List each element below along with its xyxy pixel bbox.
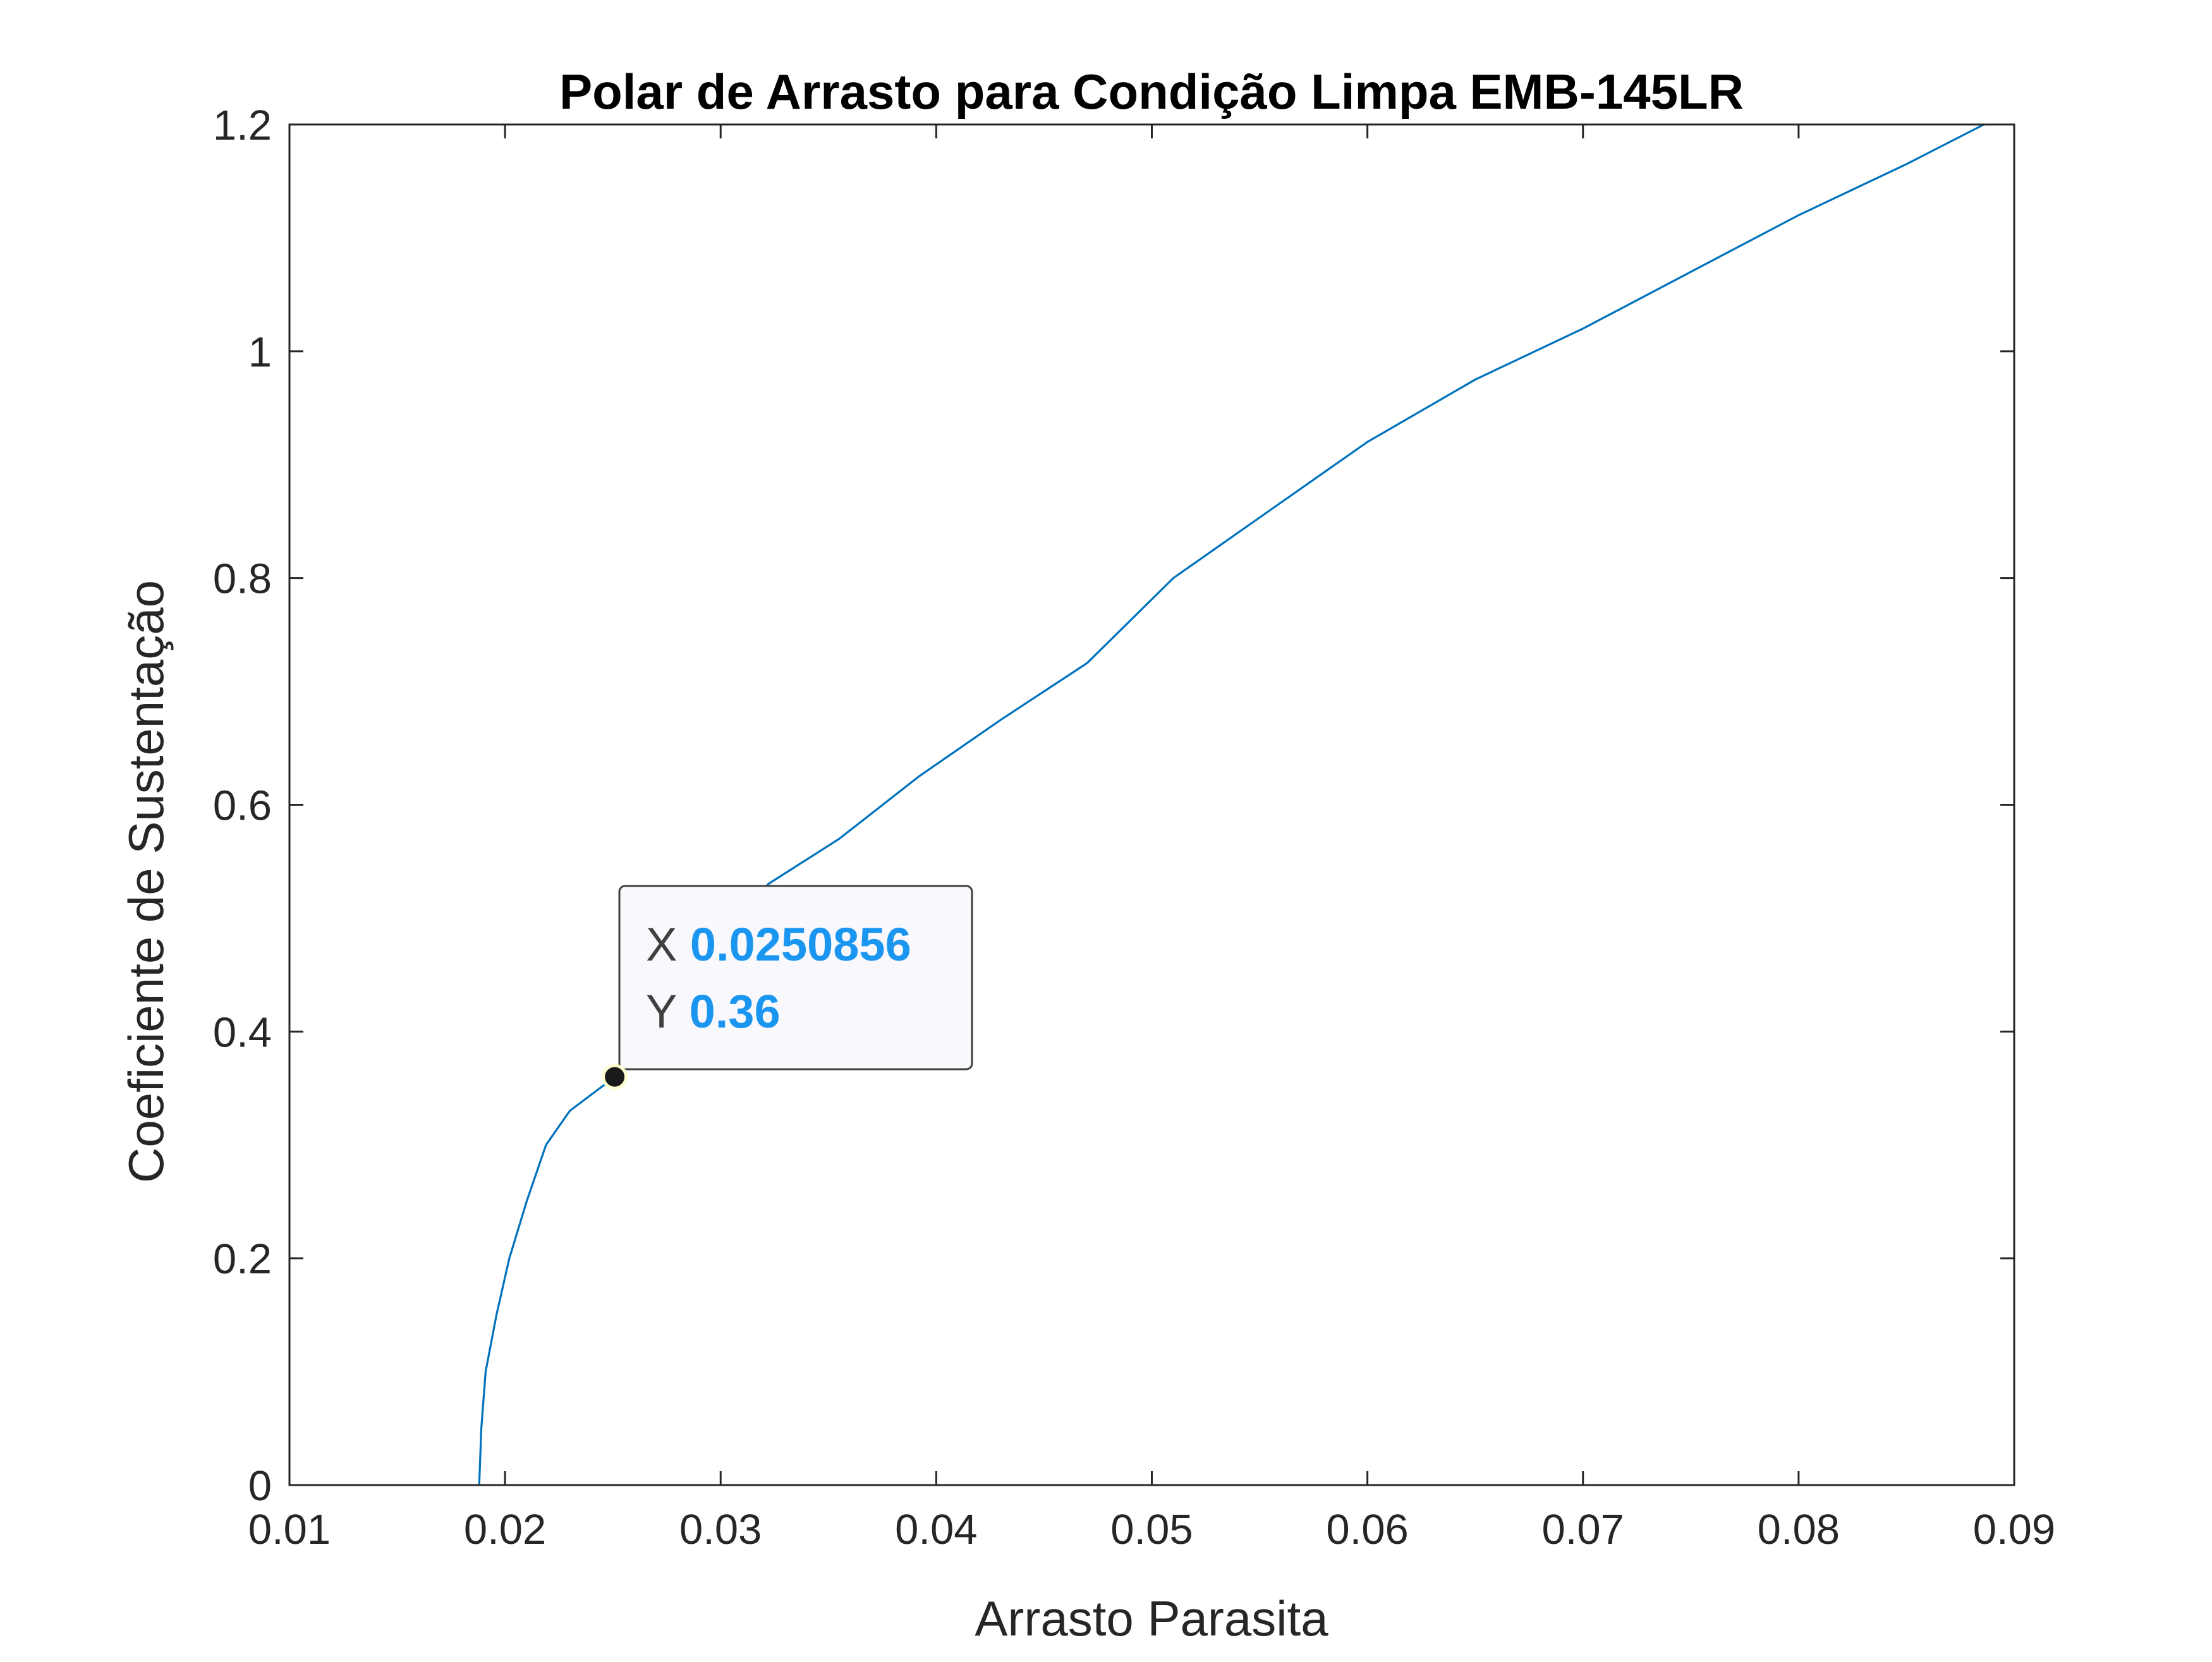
x-tick-label: 0.09 (1973, 1506, 2055, 1553)
y-tick-label: 0.4 (213, 1009, 272, 1056)
datatip-y-row: Y 0.36 (646, 985, 781, 1038)
datatip-x-row: X 0.0250856 (646, 918, 911, 971)
x-tick-label: 0.02 (464, 1506, 546, 1553)
x-tick-label: 0.08 (1758, 1506, 1840, 1553)
x-tick-label: 0.01 (248, 1506, 331, 1553)
y-axis-title: Coeficiente de Sustentação (118, 580, 174, 1183)
datatip-box (618, 885, 973, 1071)
chart-title: Polar de Arrasto para Condição Limpa EMB… (559, 64, 1744, 119)
datatip-y-key: Y (646, 985, 690, 1038)
y-tick-label: 0.6 (213, 782, 272, 830)
y-tick-label: 0.8 (213, 555, 272, 603)
x-tick-label: 0.05 (1110, 1506, 1193, 1553)
x-tick-label: 0.06 (1326, 1506, 1408, 1553)
x-tick-label: 0.03 (679, 1506, 762, 1553)
datatip-x-value: 0.0250856 (690, 918, 911, 971)
y-tick-label: 0.2 (213, 1235, 272, 1283)
series-line-0 (478, 124, 1984, 1485)
x-tick-label: 0.07 (1542, 1506, 1624, 1553)
y-tick-label: 0 (248, 1462, 272, 1510)
datatip-y-value: 0.36 (690, 985, 781, 1038)
y-tick-label: 1 (248, 329, 272, 376)
x-tick-label: 0.04 (895, 1506, 977, 1553)
datatip-x-key: X (646, 918, 690, 971)
x-axis-title: Arrasto Parasita (975, 1591, 1328, 1646)
datatip-marker (602, 1064, 628, 1090)
y-tick-label: 1.2 (213, 102, 272, 149)
